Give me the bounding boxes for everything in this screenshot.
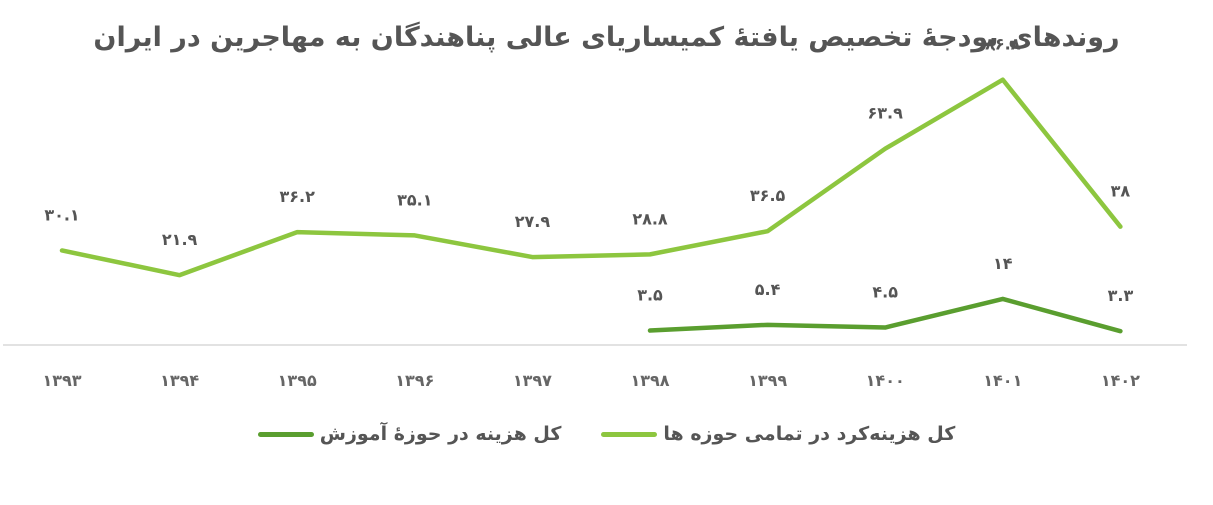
- x-tick-label: ۱۳۹۸: [630, 371, 669, 390]
- data-label: ۸۶.۸: [985, 35, 1021, 54]
- x-tick-label: ۱۳۹۹: [748, 371, 787, 390]
- data-label: ۳.۳: [1108, 286, 1134, 305]
- legend-swatch-education: [257, 431, 314, 437]
- x-tick-label: ۱۳۹۶: [395, 371, 434, 390]
- x-tick-label: ۱۳۹۳: [42, 371, 81, 390]
- x-tick-label: ۱۴۰۰: [866, 371, 905, 390]
- data-label: ۳۶.۲: [280, 187, 316, 206]
- data-label: ۵.۴: [755, 280, 781, 299]
- data-label: ۴.۵: [872, 283, 898, 302]
- x-tick-label: ۱۴۰۲: [1101, 371, 1140, 390]
- x-tick-label: ۱۳۹۷: [513, 371, 552, 390]
- legend-label-education: کل هزینه در حوزهٔ آموزش: [319, 423, 562, 445]
- chart-title: روندهای بودجهٔ تخصیص یافتهٔ کمیساریای عا…: [93, 22, 1120, 53]
- data-label: ۳۶.۵: [750, 186, 786, 205]
- series-line-0: [59, 77, 1123, 278]
- series-line-1: [647, 296, 1123, 334]
- x-tick-label: ۱۳۹۵: [278, 371, 317, 390]
- legend-label-total: کل هزینه‌کرد در تمامی حوزه ها: [663, 423, 956, 445]
- data-label: ۲۷.۹: [515, 212, 551, 231]
- x-tick-label: ۱۴۰۱: [983, 371, 1022, 390]
- data-label: ۳۸: [1111, 182, 1131, 201]
- legend-item-total: کل هزینه‌کرد در تمامی حوزه ها: [601, 423, 955, 445]
- x-tick-label: ۱۳۹۴: [160, 371, 199, 390]
- legend: کل هزینه‌کرد در تمامی حوزه ها کل هزینه د…: [0, 423, 1213, 445]
- data-label: ۲۱.۹: [162, 230, 198, 249]
- data-label: ۲۸.۸: [632, 209, 668, 228]
- data-label: ۱۴: [993, 254, 1013, 273]
- data-label: ۶۳.۹: [868, 104, 904, 123]
- data-label: ۳.۵: [637, 286, 663, 305]
- data-label: ۳۰.۱: [44, 205, 79, 224]
- data-label: ۳۵.۱: [397, 190, 432, 209]
- legend-item-education: کل هزینه در حوزهٔ آموزش: [257, 423, 562, 445]
- legend-swatch-total: [601, 431, 658, 437]
